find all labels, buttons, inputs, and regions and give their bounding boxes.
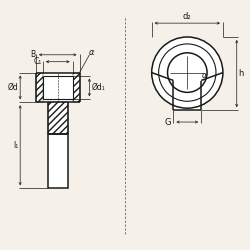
- Polygon shape: [48, 134, 68, 188]
- Text: Ød₁: Ød₁: [92, 83, 105, 92]
- Text: C₁: C₁: [34, 57, 42, 66]
- Polygon shape: [43, 76, 72, 99]
- Polygon shape: [36, 72, 43, 102]
- Text: B: B: [30, 50, 35, 59]
- Text: h: h: [239, 69, 244, 78]
- Polygon shape: [152, 72, 223, 110]
- Polygon shape: [48, 102, 68, 134]
- Polygon shape: [36, 72, 80, 102]
- Text: d₂: d₂: [183, 12, 192, 21]
- Bar: [130, 11, 248, 239]
- Circle shape: [152, 37, 223, 108]
- Text: Ød: Ød: [8, 83, 18, 92]
- Text: l₁: l₁: [13, 141, 18, 150]
- Text: α: α: [89, 48, 94, 57]
- Polygon shape: [72, 72, 80, 102]
- Text: α: α: [202, 71, 207, 80]
- Text: G: G: [165, 118, 172, 126]
